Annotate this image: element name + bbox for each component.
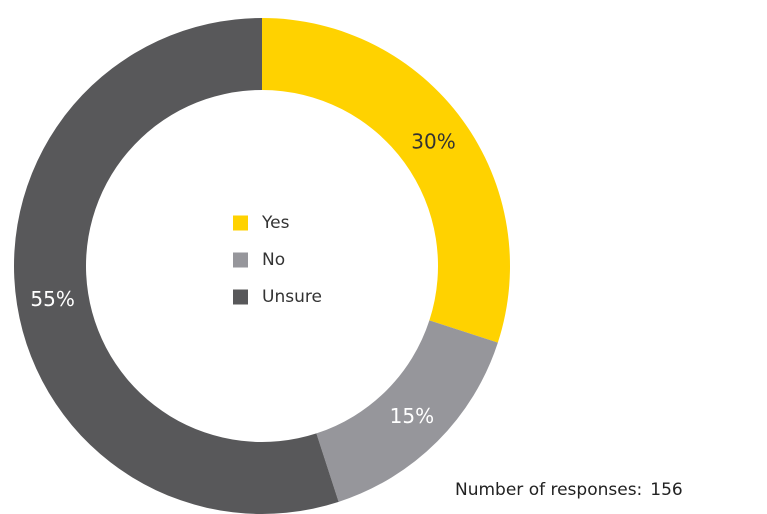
donut-slices [13,18,510,514]
responses-count: 156 [650,480,683,500]
slice-label-yes: 30% [411,129,455,153]
legend-label-no: No [262,250,285,270]
slice-yes [262,18,510,343]
responses-label: Number of responses: [455,480,643,500]
legend-swatch-no [233,252,248,268]
legend-label-unsure: Unsure [262,287,322,307]
slice-label-no: 15% [390,404,434,428]
slice-unsure [13,18,339,514]
legend: Yes No Unsure [233,213,322,307]
slice-labels: 30% 15% 55% [30,129,455,428]
responses-footnote: Number of responses: 156 [455,480,683,500]
legend-label-yes: Yes [261,213,290,233]
legend-swatch-unsure [233,289,248,305]
legend-swatch-yes [233,215,248,231]
slice-label-unsure: 55% [30,287,74,311]
slice-no [316,320,498,502]
